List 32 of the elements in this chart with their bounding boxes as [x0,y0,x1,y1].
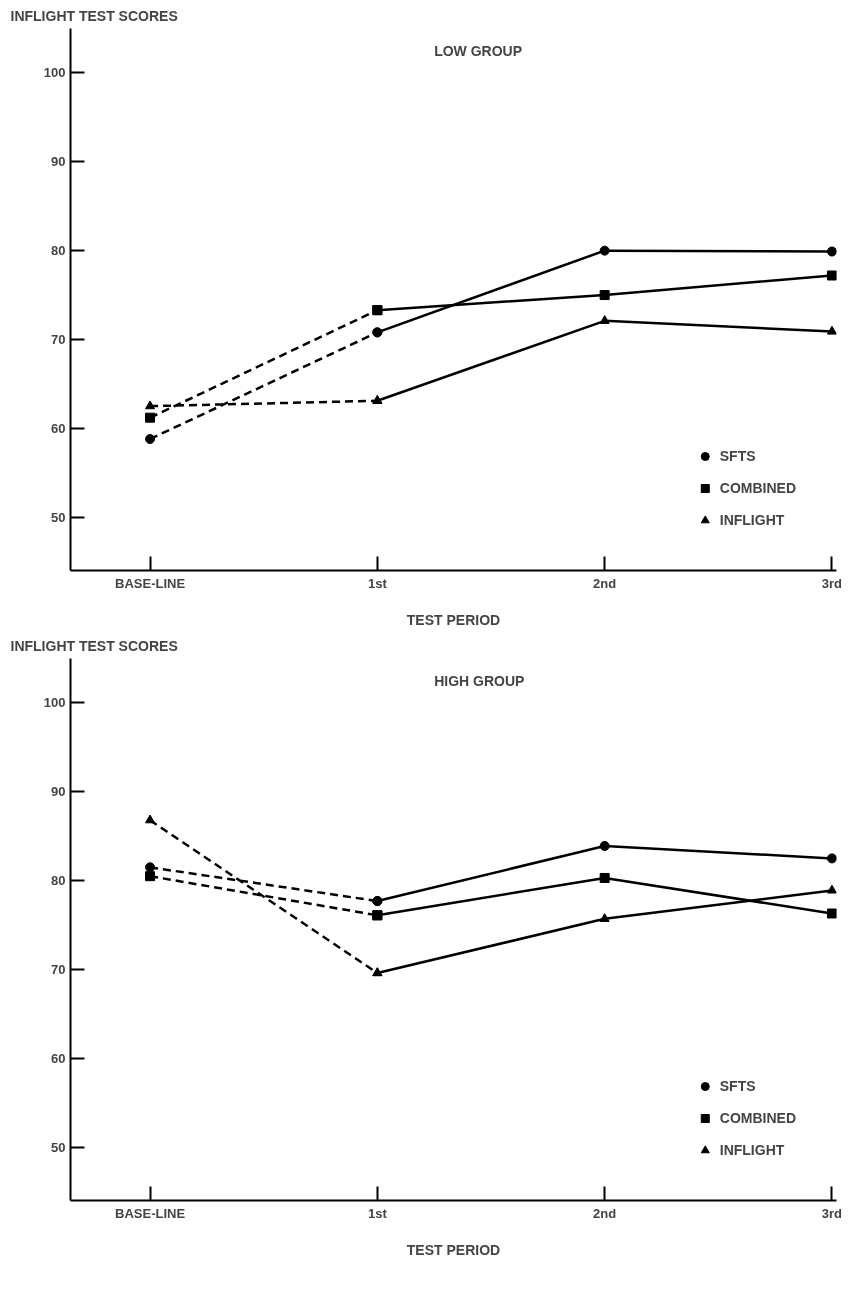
x-tick-label: 2nd [593,575,617,591]
x-tick-label: BASE-LINE [115,575,186,591]
y-tick-label: 50 [51,509,66,525]
y-tick-label: 80 [51,873,66,889]
legend-label: COMBINED [719,1110,796,1126]
x-tick-label: 1st [367,1205,388,1221]
x-tick-label: 2nd [593,1205,617,1221]
legend-label: COMBINED [719,480,796,496]
y-axis-title: INFLIGHT TEST SCORES [10,7,178,24]
text: HIGH GROUP [434,672,525,689]
x-axis-title: TEST PERIOD [406,1241,501,1258]
x-tick-label: 1st [367,575,388,591]
legend-label: SFTS [719,448,756,464]
x-tick-label: 3rd [821,575,843,591]
y-tick-label: 70 [51,331,66,347]
y-tick-label: 100 [43,695,66,711]
x-tick-label: BASE-LINE [115,1205,186,1221]
legend-label: INFLIGHT [719,1142,785,1158]
y-tick-label: 60 [51,420,66,436]
y-tick-label: 90 [51,784,66,800]
text: LOW GROUP [434,42,523,59]
y-axis-title: INFLIGHT TEST SCORES [10,637,178,654]
y-tick-label: 100 [43,65,66,81]
legend-label: SFTS [719,1078,756,1094]
y-tick-label: 70 [51,961,66,977]
y-tick-label: 90 [51,154,66,170]
y-tick-label: 50 [51,1139,66,1155]
x-tick-label: 3rd [821,1205,843,1221]
y-tick-label: 80 [51,243,66,259]
x-axis-title: TEST PERIOD [406,611,501,628]
legend-label: INFLIGHT [719,512,785,528]
y-tick-label: 60 [51,1050,66,1066]
